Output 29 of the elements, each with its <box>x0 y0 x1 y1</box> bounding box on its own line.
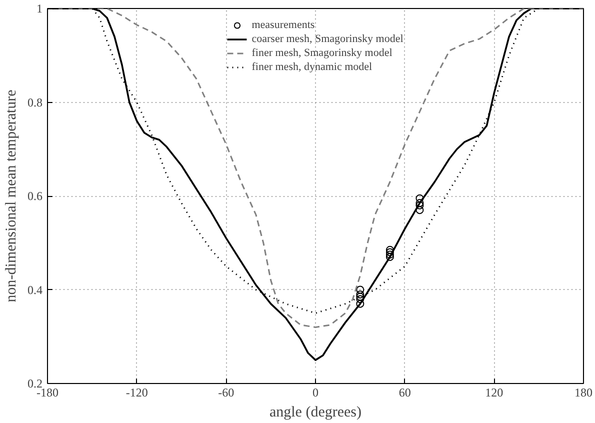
x-tick-label: -120 <box>126 386 148 400</box>
legend-label: measurements <box>252 18 315 32</box>
point <box>356 290 364 298</box>
point <box>356 295 364 304</box>
y-tick-label: 0.2 <box>28 376 42 390</box>
point <box>386 248 394 256</box>
legend-label: finer mesh, Smagorinsky model <box>252 46 392 60</box>
x-tick-label: 0 <box>312 386 318 400</box>
point <box>416 201 424 210</box>
y-tick-label: 0.6 <box>28 189 42 203</box>
point <box>386 250 394 259</box>
y-tick-label: 1 <box>36 2 42 16</box>
point <box>416 194 424 202</box>
x-tick-label: 180 <box>574 386 592 400</box>
legend-label: finer mesh, dynamic model <box>252 60 372 74</box>
point <box>386 246 394 254</box>
x-tick-label: 60 <box>398 386 411 400</box>
point <box>356 292 364 301</box>
x-axis-title: angle (degrees) <box>269 404 362 420</box>
point <box>416 199 424 208</box>
y-tick-label: 0.4 <box>28 282 42 297</box>
legend-label: coarser mesh, Smagorinsky model <box>252 32 404 46</box>
y-axis-title: non-dimensional mean temperature <box>4 89 20 302</box>
point <box>356 300 364 308</box>
y-tick-label: 0.8 <box>28 95 42 110</box>
point <box>356 286 364 294</box>
point <box>416 206 424 214</box>
x-tick-label: 120 <box>485 386 504 400</box>
x-tick-label: -60 <box>218 386 234 400</box>
